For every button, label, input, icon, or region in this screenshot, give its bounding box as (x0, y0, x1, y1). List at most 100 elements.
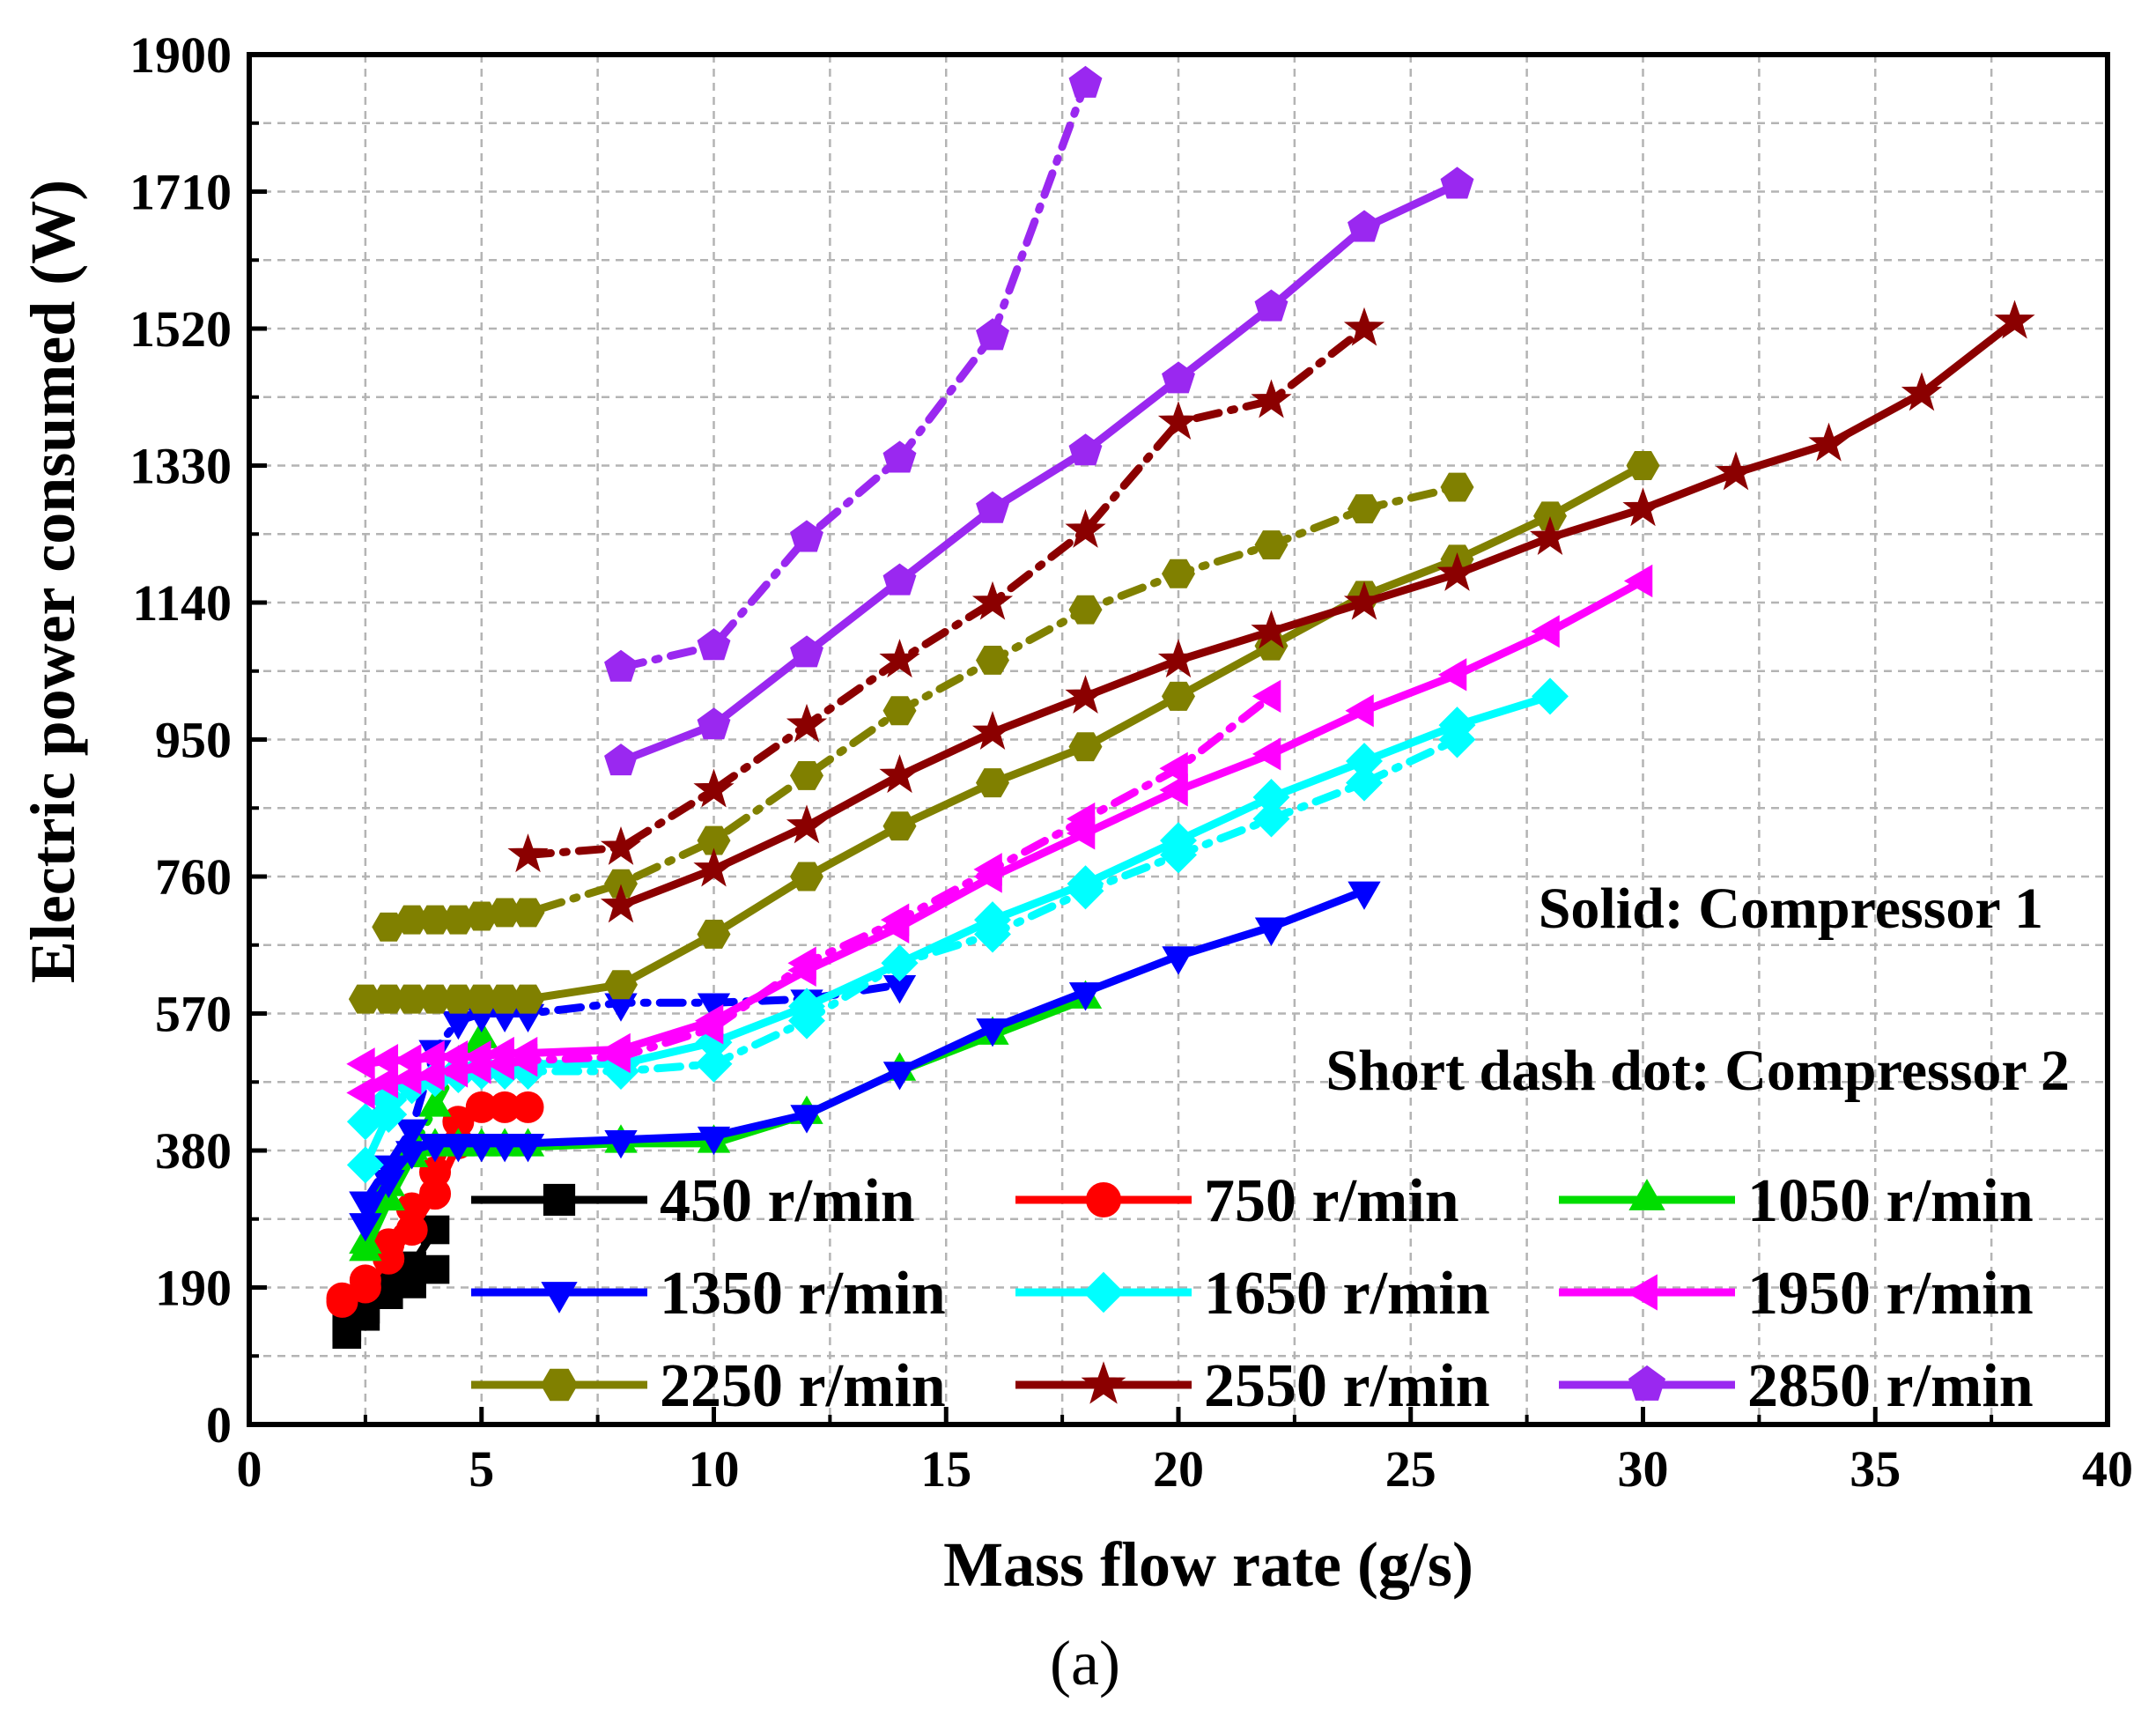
y-tick-label: 1140 (132, 574, 232, 632)
data-point (882, 696, 917, 726)
data-point (349, 1191, 382, 1220)
data-point (697, 920, 731, 949)
data-point (418, 1134, 452, 1163)
y-tick-label: 1900 (129, 26, 232, 84)
data-point (976, 1018, 1009, 1047)
data-point (417, 905, 453, 935)
x-tick-label: 0 (237, 1440, 262, 1498)
data-point (1068, 595, 1103, 625)
data-point (1436, 551, 1478, 591)
annotation-compressor-2: Short dash dot: Compressor 2 (1325, 1039, 2070, 1103)
data-point (1715, 451, 1757, 491)
data-point (882, 1062, 917, 1091)
data-point (346, 1076, 375, 1110)
legend-marker (541, 1282, 578, 1313)
data-point (507, 833, 549, 873)
data-point (1068, 982, 1103, 1011)
legend-label: 750 r/min (1204, 1167, 1459, 1235)
series-2550-r-min-compressor-2 (507, 307, 1385, 873)
data-point (603, 869, 639, 899)
series-line (361, 692, 1275, 1098)
data-point (1994, 300, 2035, 339)
legend-item: 750 r/min (1015, 1167, 1459, 1235)
data-point (511, 1134, 545, 1163)
data-point (600, 825, 642, 865)
data-point (881, 944, 919, 982)
series-line (617, 180, 1461, 766)
annotation-compressor-1: Solid: Compressor 1 (1539, 877, 2043, 941)
data-point (1438, 721, 1476, 758)
data-point (346, 1103, 384, 1141)
y-tick-label: 380 (155, 1122, 232, 1180)
grid (249, 55, 2108, 1424)
data-point (1068, 433, 1103, 466)
legend-label: 2250 r/min (660, 1352, 946, 1420)
data-point (787, 946, 816, 980)
data-point (971, 581, 1014, 620)
data-point (1252, 737, 1281, 771)
legend-item: 2550 r/min (1015, 1352, 1490, 1420)
y-tick-label: 950 (155, 712, 232, 769)
data-point (693, 768, 735, 808)
data-point (417, 984, 453, 1014)
data-point (464, 901, 498, 931)
legend-marker (540, 1368, 579, 1402)
legend-marker (1082, 1271, 1125, 1313)
data-point (697, 1126, 731, 1156)
series-layer (326, 65, 2035, 1349)
x-tick-label: 5 (469, 1440, 494, 1498)
legend-item: 2850 r/min (1559, 1352, 2034, 1420)
data-point (879, 754, 920, 794)
data-point (789, 862, 824, 892)
data-point (1254, 530, 1288, 559)
data-point (882, 440, 917, 473)
legend-marker (1081, 1361, 1126, 1404)
data-point (1348, 210, 1381, 242)
data-point (1626, 451, 1660, 480)
data-point (395, 984, 429, 1014)
data-point (975, 646, 1010, 675)
axis-ticks: 0 5 10 15 20 25 30 35 40019038057076095011401330… (129, 26, 2133, 1498)
data-point (1066, 802, 1096, 836)
data-point (1065, 508, 1106, 548)
y-axis-label: Electric power consumed (W) (18, 180, 88, 983)
y-tick-label: 760 (155, 848, 232, 906)
data-point (511, 984, 545, 1014)
data-point (488, 1134, 521, 1163)
data-point (1254, 917, 1288, 946)
data-point (441, 1134, 476, 1163)
data-point (1162, 946, 1195, 975)
data-point (602, 1040, 631, 1074)
legend-label: 1650 r/min (1204, 1260, 1490, 1328)
data-point (464, 984, 498, 1014)
data-point (1532, 677, 1569, 715)
data-point (974, 915, 1011, 953)
data-point (1343, 307, 1385, 346)
legend-item: 1650 r/min (1015, 1260, 1490, 1328)
data-point (512, 1091, 544, 1123)
data-point (786, 703, 828, 743)
data-point (485, 1047, 514, 1081)
data-point (416, 1058, 445, 1091)
data-point (418, 1088, 452, 1117)
data-point (1348, 881, 1381, 910)
data-point (879, 639, 920, 678)
data-point (790, 1105, 823, 1134)
data-point (1159, 751, 1188, 785)
legend: 450 r/min 750 r/min 1050 r/min 1350 r/min 16… (471, 1167, 2034, 1420)
data-point (694, 1011, 724, 1045)
data-point (488, 898, 522, 928)
data-point (882, 811, 917, 841)
data-point (1532, 501, 1568, 531)
series-1350-r-min-compressor-1 (349, 881, 1381, 1242)
legend-item: 1350 r/min (471, 1260, 946, 1328)
data-point (973, 853, 1002, 886)
series-line (617, 79, 1089, 672)
data-point (697, 825, 731, 855)
x-tick-label: 35 (1850, 1440, 1901, 1498)
legend-label: 450 r/min (660, 1167, 915, 1235)
series-2850-r-min-compressor-1 (604, 166, 1474, 776)
legend-label: 2550 r/min (1204, 1352, 1490, 1420)
series-2550-r-min-compressor-1 (600, 300, 2035, 923)
legend-label: 1950 r/min (1747, 1260, 2034, 1328)
